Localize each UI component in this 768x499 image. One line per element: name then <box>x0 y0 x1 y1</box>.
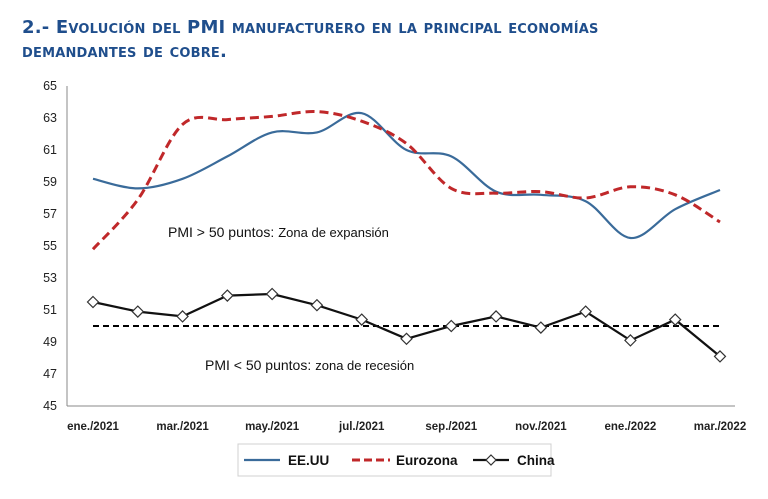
series-line-ee-uu <box>92 111 721 240</box>
chart-title-line2: demandantes de cobre. <box>22 41 228 62</box>
annotations: PMI > 50 puntos: Zona de expansión PMI < … <box>168 224 414 373</box>
annotation-recession-sub: zona de recesión <box>315 358 414 373</box>
y-tick-label: 55 <box>43 239 57 253</box>
x-tick-label: jul./2021 <box>338 421 385 433</box>
y-tick-label: 47 <box>43 367 57 381</box>
x-tick-label: nov./2021 <box>515 421 567 433</box>
data-point-china <box>310 298 324 312</box>
x-tick-label: mar./2021 <box>156 421 209 433</box>
data-point-china <box>400 332 413 346</box>
y-tick-label: 57 <box>43 207 57 221</box>
legend-label-eurozona: Eurozona <box>396 453 458 468</box>
axes <box>66 86 735 407</box>
y-tick-label: 65 <box>43 79 57 93</box>
data-point-china <box>489 310 503 323</box>
data-point-china <box>444 319 458 333</box>
annotation-expansion: PMI > 50 puntos: Zona de expansión <box>168 224 389 240</box>
series-lines <box>86 110 727 363</box>
annotation-expansion-main: PMI > 50 puntos: <box>168 224 274 240</box>
x-tick-label: sep./2021 <box>425 421 477 433</box>
data-point-china <box>624 334 637 347</box>
data-point-china <box>176 310 189 323</box>
data-point-china <box>86 295 100 309</box>
y-tick-label: 51 <box>43 303 57 317</box>
x-tick-label: ene./2022 <box>605 421 657 433</box>
data-point-china <box>713 350 727 363</box>
x-tick-label: mar./2022 <box>694 421 746 433</box>
x-tick-label: may./2021 <box>245 421 300 433</box>
legend: EE.UU Eurozona China <box>237 443 555 477</box>
y-tick-label: 49 <box>43 335 57 349</box>
data-point-china <box>265 287 279 301</box>
annotation-expansion-sub: Zona de expansión <box>278 225 389 240</box>
legend-label-china: China <box>517 453 555 468</box>
y-tick-label: 63 <box>43 111 57 125</box>
data-point-china <box>534 321 548 334</box>
data-point-china <box>579 305 592 318</box>
data-point-china <box>668 313 682 326</box>
series-line-eurozona <box>91 110 721 251</box>
chart-title: 2.- Evolución del PMI manufacturero en l… <box>22 16 762 64</box>
data-point-china <box>131 305 145 318</box>
annotation-recession: PMI < 50 puntos: zona de recesión <box>205 357 414 373</box>
annotation-recession-main: PMI < 50 puntos: <box>205 357 311 373</box>
data-point-china <box>221 289 234 302</box>
chart-title-line1: 2.- Evolución del PMI manufacturero en l… <box>22 17 599 38</box>
legend-label-ee-uu: EE.UU <box>288 453 329 468</box>
y-tick-label: 45 <box>43 399 57 413</box>
y-tick-label: 61 <box>43 143 57 157</box>
x-tick-label: ene./2021 <box>67 421 119 433</box>
legend-marker-china <box>485 454 497 466</box>
y-axis-ticks: 45 47 49 51 53 55 57 59 61 63 65 <box>43 79 57 413</box>
y-tick-label: 59 <box>43 175 57 189</box>
data-point-china <box>355 313 369 326</box>
y-tick-label: 53 <box>43 271 57 285</box>
x-axis-ticks: ene./2021 mar./2021 may./2021 jul./2021 sep.… <box>67 421 746 433</box>
